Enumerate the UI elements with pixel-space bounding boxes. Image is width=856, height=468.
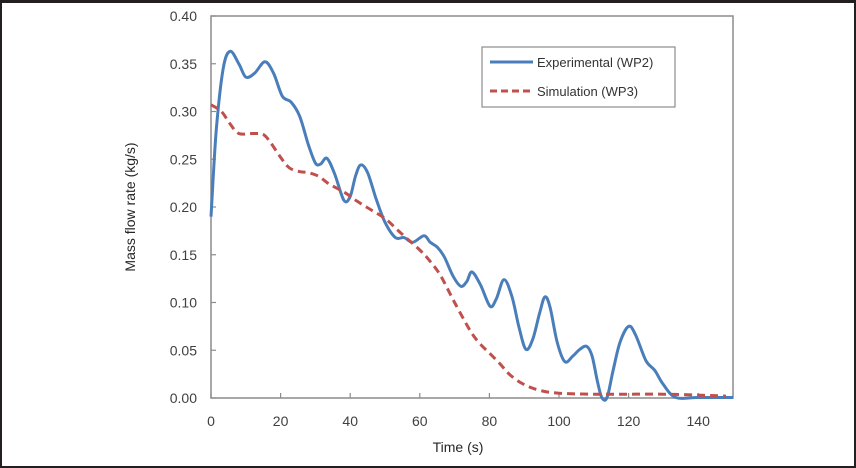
y-tick-label: 0.20 bbox=[170, 199, 197, 215]
x-tick-label: 80 bbox=[482, 413, 498, 429]
x-tick-label: 40 bbox=[342, 413, 358, 429]
x-axis-ticks: 0 20 40 60 80 100 120 140 bbox=[207, 393, 710, 429]
series-layer bbox=[209, 49, 733, 402]
series-line-experimental bbox=[209, 49, 733, 402]
x-tick-label: 140 bbox=[687, 413, 711, 429]
y-tick-label: 0.15 bbox=[170, 247, 197, 263]
x-axis-title: Time (s) bbox=[433, 439, 484, 455]
x-tick-label: 120 bbox=[617, 413, 641, 429]
x-tick-label: 60 bbox=[412, 413, 428, 429]
legend-box bbox=[481, 46, 676, 108]
x-tick-label: 0 bbox=[207, 413, 215, 429]
y-tick-label: 0.05 bbox=[170, 342, 197, 358]
series-line-simulation bbox=[210, 103, 727, 398]
legend: Experimental (WP2) Simulation (WP3) bbox=[481, 46, 676, 108]
legend-label-simulation: Simulation (WP3) bbox=[537, 84, 638, 99]
y-axis-title: Mass flow rate (kg/s) bbox=[122, 142, 138, 271]
y-tick-label: 0.10 bbox=[170, 295, 197, 311]
x-tick-label: 20 bbox=[273, 413, 289, 429]
y-tick-label: 0.00 bbox=[170, 390, 197, 406]
y-tick-label: 0.40 bbox=[170, 8, 197, 24]
y-tick-label: 0.35 bbox=[170, 56, 197, 72]
y-tick-label: 0.30 bbox=[170, 104, 197, 120]
y-tick-label: 0.25 bbox=[170, 151, 197, 167]
x-tick-label: 100 bbox=[547, 413, 571, 429]
legend-label-experimental: Experimental (WP2) bbox=[537, 55, 653, 70]
y-axis-ticks: 0.00 0.05 0.10 0.15 0.20 0.25 0.30 0.35 0.40 bbox=[170, 8, 216, 406]
